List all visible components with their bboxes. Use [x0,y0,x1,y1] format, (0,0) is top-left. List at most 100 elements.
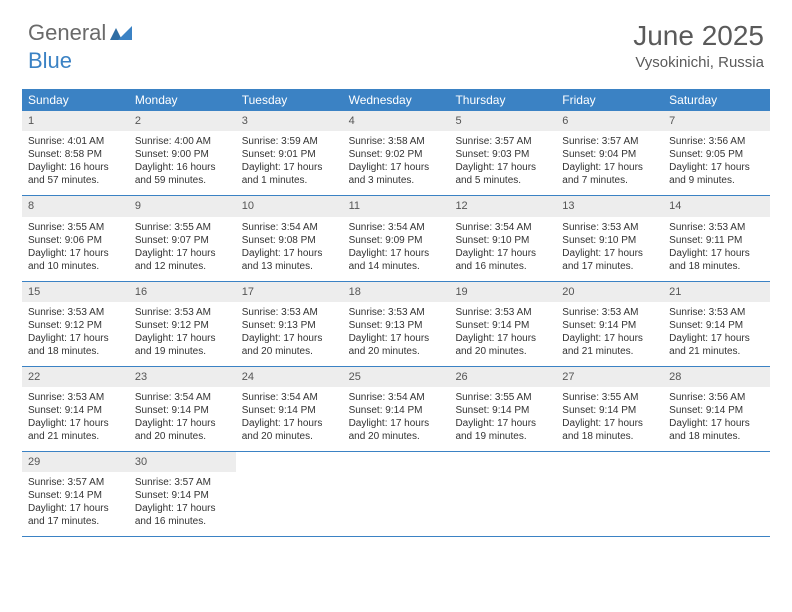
daylight-line: Daylight: 17 hours and 13 minutes. [242,247,337,273]
day-body: Sunrise: 3:54 AMSunset: 9:14 PMDaylight:… [343,387,450,451]
location-label: Vysokinichi, Russia [633,54,764,71]
sunset-line: Sunset: 9:14 PM [28,404,123,417]
sunrise-line: Sunrise: 4:00 AM [135,135,230,148]
sunset-line: Sunset: 9:02 PM [349,148,444,161]
day-number: 10 [236,196,343,216]
daylight-line: Daylight: 17 hours and 10 minutes. [28,247,123,273]
month-title: June 2025 [633,20,764,52]
brand-logo: General [28,20,132,46]
day-body: Sunrise: 3:57 AMSunset: 9:14 PMDaylight:… [22,472,129,536]
day-cell: 17Sunrise: 3:53 AMSunset: 9:13 PMDayligh… [236,282,343,366]
day-cell: 4Sunrise: 3:58 AMSunset: 9:02 PMDaylight… [343,111,450,195]
day-cell: 5Sunrise: 3:57 AMSunset: 9:03 PMDaylight… [449,111,556,195]
day-body: Sunrise: 3:54 AMSunset: 9:14 PMDaylight:… [129,387,236,451]
sunset-line: Sunset: 9:14 PM [455,404,550,417]
day-body: Sunrise: 3:53 AMSunset: 9:14 PMDaylight:… [556,302,663,366]
day-cell: 24Sunrise: 3:54 AMSunset: 9:14 PMDayligh… [236,367,343,451]
daylight-line: Daylight: 17 hours and 7 minutes. [562,161,657,187]
sunset-line: Sunset: 9:14 PM [669,319,764,332]
daylight-line: Daylight: 16 hours and 59 minutes. [135,161,230,187]
day-cell: 14Sunrise: 3:53 AMSunset: 9:11 PMDayligh… [663,196,770,280]
sunrise-line: Sunrise: 3:54 AM [135,391,230,404]
sunrise-line: Sunrise: 3:54 AM [242,221,337,234]
day-number: 18 [343,282,450,302]
sunrise-line: Sunrise: 3:53 AM [242,306,337,319]
day-cell: 7Sunrise: 3:56 AMSunset: 9:05 PMDaylight… [663,111,770,195]
sunset-line: Sunset: 9:03 PM [455,148,550,161]
daylight-line: Daylight: 17 hours and 16 minutes. [455,247,550,273]
day-cell: 29Sunrise: 3:57 AMSunset: 9:14 PMDayligh… [22,452,129,536]
sunset-line: Sunset: 9:06 PM [28,234,123,247]
sunset-line: Sunset: 9:04 PM [562,148,657,161]
day-cell: 13Sunrise: 3:53 AMSunset: 9:10 PMDayligh… [556,196,663,280]
day-body: Sunrise: 3:55 AMSunset: 9:07 PMDaylight:… [129,217,236,281]
day-number: 9 [129,196,236,216]
sunrise-line: Sunrise: 3:55 AM [135,221,230,234]
daylight-line: Daylight: 17 hours and 9 minutes. [669,161,764,187]
day-body: Sunrise: 4:00 AMSunset: 9:00 PMDaylight:… [129,131,236,195]
brand-part2: Blue [28,48,72,74]
weekday-header-row: SundayMondayTuesdayWednesdayThursdayFrid… [22,89,770,111]
daylight-line: Daylight: 17 hours and 21 minutes. [28,417,123,443]
day-body: Sunrise: 3:54 AMSunset: 9:14 PMDaylight:… [236,387,343,451]
day-cell: 1Sunrise: 4:01 AMSunset: 8:58 PMDaylight… [22,111,129,195]
day-body: Sunrise: 3:54 AMSunset: 9:08 PMDaylight:… [236,217,343,281]
day-body: Sunrise: 3:58 AMSunset: 9:02 PMDaylight:… [343,131,450,195]
day-number: 1 [22,111,129,131]
week-row: 8Sunrise: 3:55 AMSunset: 9:06 PMDaylight… [22,196,770,281]
day-cell: 18Sunrise: 3:53 AMSunset: 9:13 PMDayligh… [343,282,450,366]
sunset-line: Sunset: 9:10 PM [455,234,550,247]
day-body: Sunrise: 3:56 AMSunset: 9:14 PMDaylight:… [663,387,770,451]
daylight-line: Daylight: 17 hours and 20 minutes. [242,332,337,358]
day-cell: 21Sunrise: 3:53 AMSunset: 9:14 PMDayligh… [663,282,770,366]
daylight-line: Daylight: 17 hours and 18 minutes. [562,417,657,443]
daylight-line: Daylight: 17 hours and 19 minutes. [135,332,230,358]
sunrise-line: Sunrise: 3:53 AM [562,221,657,234]
sunrise-line: Sunrise: 3:53 AM [28,306,123,319]
sunrise-line: Sunrise: 3:53 AM [669,221,764,234]
daylight-line: Daylight: 17 hours and 21 minutes. [562,332,657,358]
day-cell: 16Sunrise: 3:53 AMSunset: 9:12 PMDayligh… [129,282,236,366]
day-number: 19 [449,282,556,302]
sunrise-line: Sunrise: 3:54 AM [349,391,444,404]
weekday-header: Friday [556,89,663,111]
weekday-header: Sunday [22,89,129,111]
day-number: 15 [22,282,129,302]
daylight-line: Daylight: 17 hours and 19 minutes. [455,417,550,443]
day-cell: 22Sunrise: 3:53 AMSunset: 9:14 PMDayligh… [22,367,129,451]
sunrise-line: Sunrise: 3:56 AM [669,391,764,404]
day-body: Sunrise: 3:55 AMSunset: 9:14 PMDaylight:… [556,387,663,451]
day-number: 29 [22,452,129,472]
daylight-line: Daylight: 17 hours and 1 minutes. [242,161,337,187]
day-body: Sunrise: 3:57 AMSunset: 9:03 PMDaylight:… [449,131,556,195]
day-cell: 26Sunrise: 3:55 AMSunset: 9:14 PMDayligh… [449,367,556,451]
sunrise-line: Sunrise: 3:57 AM [562,135,657,148]
calendar: SundayMondayTuesdayWednesdayThursdayFrid… [22,89,770,537]
day-body: Sunrise: 3:53 AMSunset: 9:11 PMDaylight:… [663,217,770,281]
sunset-line: Sunset: 9:05 PM [669,148,764,161]
sunrise-line: Sunrise: 3:58 AM [349,135,444,148]
day-cell: 27Sunrise: 3:55 AMSunset: 9:14 PMDayligh… [556,367,663,451]
day-number: 4 [343,111,450,131]
weekday-header: Monday [129,89,236,111]
daylight-line: Daylight: 17 hours and 20 minutes. [242,417,337,443]
sunset-line: Sunset: 9:14 PM [562,319,657,332]
daylight-line: Daylight: 17 hours and 18 minutes. [28,332,123,358]
weekday-header: Saturday [663,89,770,111]
day-number: 6 [556,111,663,131]
day-body: Sunrise: 3:53 AMSunset: 9:10 PMDaylight:… [556,217,663,281]
sunset-line: Sunset: 9:14 PM [562,404,657,417]
weekday-header: Wednesday [343,89,450,111]
day-number: 30 [129,452,236,472]
daylight-line: Daylight: 17 hours and 20 minutes. [455,332,550,358]
daylight-line: Daylight: 17 hours and 12 minutes. [135,247,230,273]
empty-day-cell [663,452,770,536]
sunrise-line: Sunrise: 3:53 AM [562,306,657,319]
week-row: 1Sunrise: 4:01 AMSunset: 8:58 PMDaylight… [22,111,770,196]
day-body: Sunrise: 3:59 AMSunset: 9:01 PMDaylight:… [236,131,343,195]
day-number: 21 [663,282,770,302]
sunset-line: Sunset: 9:11 PM [669,234,764,247]
day-number: 13 [556,196,663,216]
day-number: 22 [22,367,129,387]
sunrise-line: Sunrise: 3:54 AM [242,391,337,404]
